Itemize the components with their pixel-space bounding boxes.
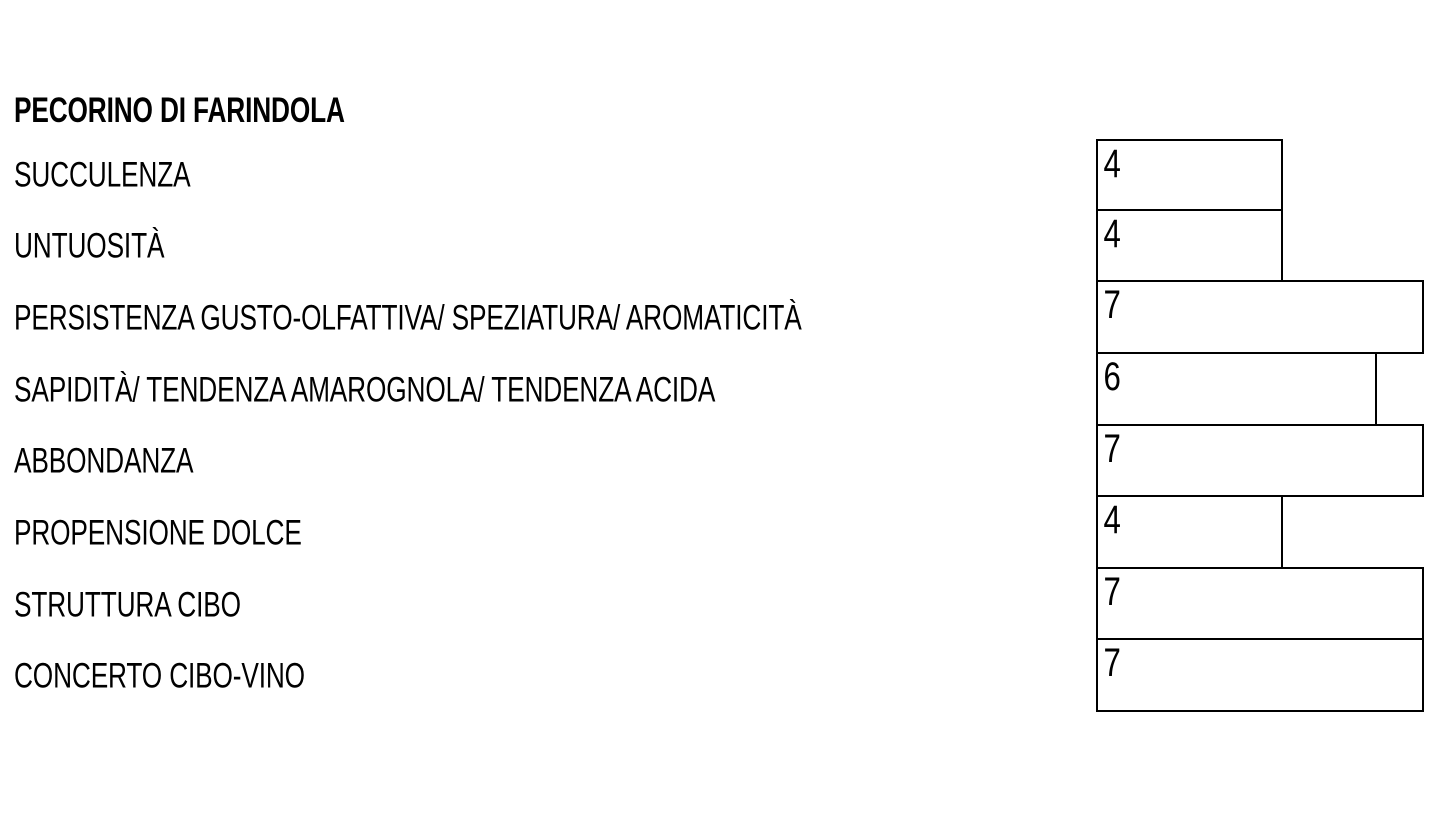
chart-row: SAPIDITÀ/ TENDENZA AMAROGNOLA/ TENDENZA … [0, 351, 1445, 426]
row-label: UNTUOSITÀ [14, 226, 165, 266]
bar-chart: SUCCULENZA 4 UNTUOSITÀ 4 PERSISTENZA GUSTO-O… [0, 139, 1445, 712]
chart-row: ABBONDANZA 7 [0, 423, 1445, 498]
bar-value-label: 7 [1103, 426, 1121, 471]
bar-value-label: 4 [1103, 498, 1121, 543]
chart-row: STRUTTURA CIBO 7 [0, 566, 1445, 641]
value-bar: 6 [1096, 351, 1378, 426]
row-label: ABBONDANZA [14, 441, 194, 481]
chart-title: PECORINO DI FARINDOLA [14, 91, 345, 130]
chart-row: PROPENSIONE DOLCE 4 [0, 495, 1445, 569]
row-label: CONCERTO CIBO-VINO [14, 656, 305, 696]
chart-row: SUCCULENZA 4 [0, 139, 1445, 211]
row-label: PERSISTENZA GUSTO-OLFATTIVA/ SPEZIATURA/… [14, 298, 802, 338]
bar-value-label: 6 [1103, 354, 1121, 399]
value-bar: 7 [1096, 423, 1424, 498]
bar-value-label: 7 [1103, 641, 1121, 686]
bar-value-label: 4 [1103, 142, 1121, 186]
bar-value-label: 7 [1103, 569, 1121, 614]
value-bar: 7 [1096, 280, 1424, 354]
chart-row: CONCERTO CIBO-VINO 7 [0, 638, 1445, 712]
value-bar: 7 [1096, 566, 1424, 641]
bar-value-label: 7 [1103, 283, 1121, 328]
value-bar: 4 [1096, 495, 1284, 569]
value-bar: 4 [1096, 208, 1284, 283]
row-label: PROPENSIONE DOLCE [14, 513, 302, 553]
chart-row: UNTUOSITÀ 4 [0, 208, 1445, 283]
value-bar: 7 [1096, 638, 1424, 712]
row-label: SUCCULENZA [14, 155, 191, 195]
row-label: STRUTTURA CIBO [14, 585, 241, 625]
bar-value-label: 4 [1103, 211, 1121, 256]
chart-row: PERSISTENZA GUSTO-OLFATTIVA/ SPEZIATURA/… [0, 280, 1445, 354]
row-label: SAPIDITÀ/ TENDENZA AMAROGNOLA/ TENDENZA … [14, 370, 716, 410]
value-bar: 4 [1096, 139, 1284, 211]
